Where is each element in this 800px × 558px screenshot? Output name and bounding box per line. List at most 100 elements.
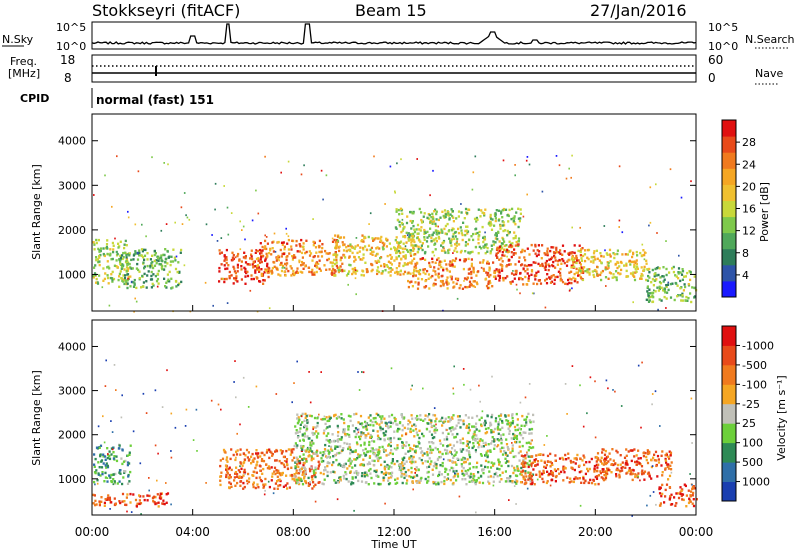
scatter-cell [691, 483, 693, 486]
scatter-cell [544, 268, 547, 271]
scatter-cell [534, 243, 537, 247]
scatter-cell [132, 254, 135, 257]
scatter-cell [472, 280, 475, 283]
scatter-cell [266, 264, 269, 268]
scatter-cell [559, 271, 562, 275]
scatter-cell [434, 273, 437, 276]
scatter-cell [521, 437, 525, 440]
scatter-cell [646, 285, 649, 288]
scatter-cell [398, 224, 401, 227]
scatter-cell [664, 291, 667, 294]
scatter-cell [569, 288, 571, 291]
scatter-cell [339, 236, 342, 239]
scatter-cell [453, 475, 456, 478]
scatter-cell [526, 156, 529, 158]
scatter-cell [146, 274, 149, 277]
scatter-cell [113, 455, 116, 458]
scatter-cell [470, 265, 473, 268]
scatter-cell [468, 480, 471, 483]
scatter-cell [106, 456, 109, 460]
scatter-cell [399, 437, 402, 441]
scatter-cell [489, 213, 492, 217]
scatter-cell [357, 453, 360, 456]
scatter-cell [515, 240, 518, 244]
scatter-cell [578, 244, 581, 247]
scatter-cell [438, 439, 442, 442]
scatter-cell [399, 464, 403, 467]
ytick-label: 3000 [58, 179, 86, 192]
scatter-cell [92, 276, 95, 279]
scatter-cell [275, 459, 278, 462]
scatter-cell [500, 478, 503, 481]
scatter-cell [264, 245, 267, 248]
scatter-cell [252, 277, 255, 281]
scatter-cell [496, 467, 499, 470]
ytick-label: 3000 [58, 385, 86, 398]
scatter-cell [493, 271, 496, 274]
scatter-cell [388, 443, 391, 446]
scatter-cell [92, 493, 95, 497]
scatter-cell [585, 461, 588, 464]
scatter-cell [457, 231, 461, 235]
scatter-cell [604, 476, 608, 480]
scatter-cell [455, 469, 458, 473]
scatter-cell [692, 504, 696, 508]
scatter-cell [473, 430, 476, 434]
scatter-cell [134, 252, 137, 255]
scatter-cell [356, 442, 359, 446]
scatter-cell [320, 457, 323, 460]
scatter-cell [516, 428, 519, 432]
scatter-cell [241, 475, 244, 479]
scatter-cell [420, 211, 423, 214]
scatter-cell [295, 471, 298, 475]
scatter-cell [604, 462, 607, 466]
scatter-cell [653, 275, 656, 278]
scatter-cell [670, 468, 673, 471]
scatter-cell [366, 462, 369, 466]
scatter-cell [684, 285, 687, 289]
scatter-cell [519, 431, 522, 435]
scatter-cell [339, 464, 343, 467]
scatter-cell [515, 437, 519, 441]
scatter-cell [494, 277, 497, 280]
scatter-cell [295, 460, 298, 463]
scatter-cell [518, 219, 521, 223]
scatter-cell [402, 242, 405, 245]
scatter-cell [310, 458, 313, 462]
scatter-cell [437, 225, 439, 228]
scatter-cell [519, 208, 522, 211]
scatter-cell [388, 465, 391, 468]
scatter-cell [94, 483, 96, 486]
scatter-cell [452, 444, 455, 447]
scatter-cell [121, 462, 124, 466]
scatter-cell [427, 273, 431, 276]
scatter-cell [362, 426, 365, 429]
scatter-cell [611, 448, 614, 451]
scatter-cell [425, 428, 429, 431]
scatter-cell [522, 462, 525, 465]
scatter-cell [499, 434, 502, 437]
scatter-cell [442, 246, 445, 249]
scatter-cell [154, 274, 157, 278]
scatter-cell [256, 460, 259, 464]
scatter-cell [396, 162, 398, 165]
scatter-cell [665, 307, 667, 309]
scatter-cell [661, 474, 664, 477]
scatter-cell [541, 473, 544, 476]
scatter-cell [336, 434, 340, 437]
scatter-cell [503, 224, 506, 227]
scatter-cell [408, 281, 412, 284]
scatter-cell [129, 444, 132, 447]
scatter-cell [464, 460, 467, 464]
scatter-cell [655, 274, 658, 277]
scatter-cell [338, 476, 341, 479]
scatter-cell [233, 277, 236, 280]
scatter-cell [381, 445, 384, 449]
scatter-cell [110, 273, 113, 276]
scatter-cell [475, 434, 478, 437]
scatter-cell [322, 432, 325, 435]
scatter-cell [528, 383, 531, 385]
scatter-cell [220, 408, 222, 411]
scatter-cell [604, 249, 606, 252]
scatter-cell [419, 268, 422, 272]
